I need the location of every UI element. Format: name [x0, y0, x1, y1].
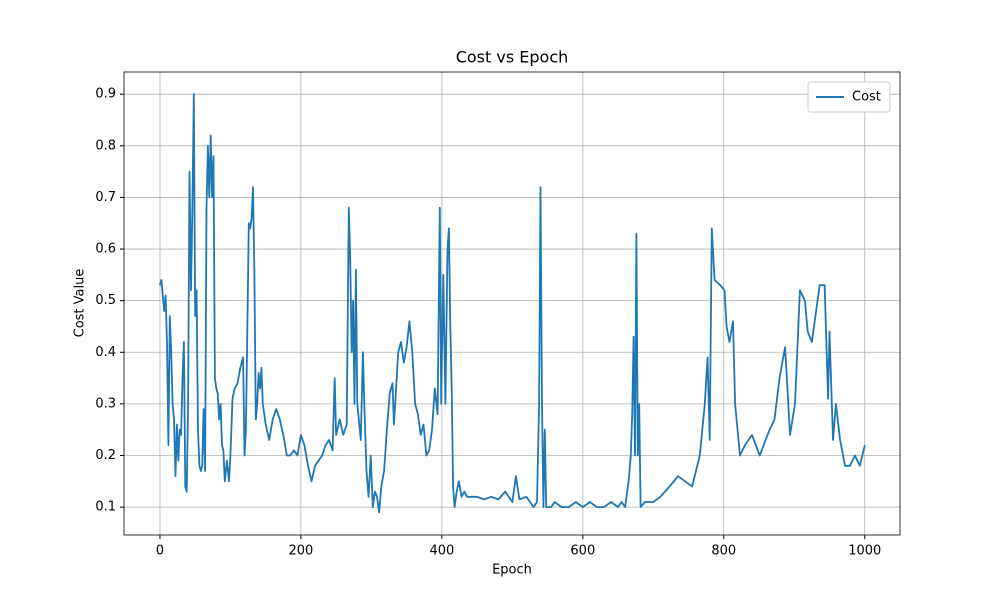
y-tick-label: 0.4 — [95, 345, 116, 360]
x-tick-label: 400 — [429, 544, 454, 559]
x-axis-label: Epoch — [492, 563, 532, 578]
x-tick-label: 800 — [711, 544, 736, 559]
line — [159, 93, 866, 514]
y-tick-label: 0.9 — [95, 87, 116, 102]
y-tick-label: 0.7 — [95, 190, 116, 205]
y-tick-label: 0.5 — [95, 293, 116, 308]
x-tick-label: 0 — [156, 544, 164, 559]
x-tick-label: 1000 — [848, 544, 881, 559]
legend-label: Cost — [852, 90, 881, 105]
y-tick-label: 0.6 — [95, 242, 116, 257]
legend-box — [807, 81, 891, 113]
chart-title: Cost vs Epoch — [456, 48, 569, 67]
plot-frame — [123, 71, 901, 536]
y-tick-label: 0.8 — [95, 138, 116, 153]
y-tick-label: 0.1 — [95, 500, 116, 515]
y-tick-label: 0.2 — [95, 448, 116, 463]
y-axis-label: Cost Value — [73, 269, 88, 338]
x-tick-label: 200 — [288, 544, 313, 559]
y-tick-label: 0.3 — [95, 396, 116, 411]
x-tick-label: 600 — [570, 544, 595, 559]
